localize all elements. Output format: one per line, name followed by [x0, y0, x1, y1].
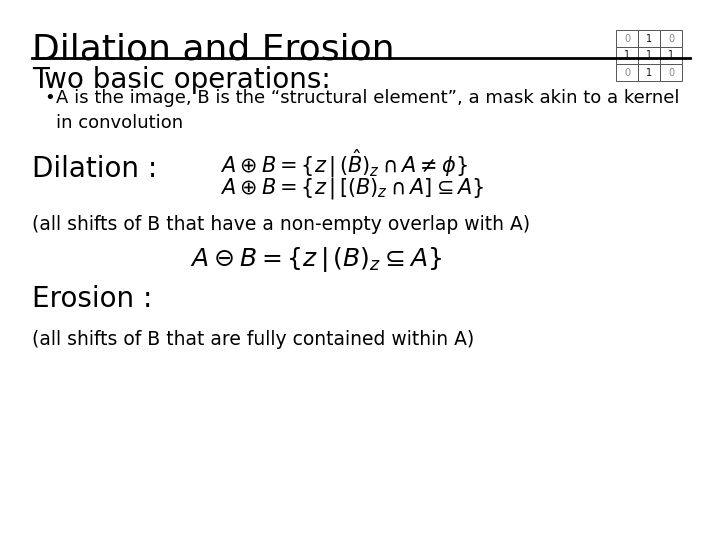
Text: 1: 1	[646, 51, 652, 60]
Text: $A \ominus B = \{z\,|\,(B)_z \subseteq A\}$: $A \ominus B = \{z\,|\,(B)_z \subseteq A…	[190, 245, 442, 274]
Text: Two basic operations:: Two basic operations:	[32, 66, 330, 94]
Text: Dilation and Erosion: Dilation and Erosion	[32, 33, 395, 67]
Text: A is the image, B is the “structural element”, a mask akin to a kernel
in convol: A is the image, B is the “structural ele…	[56, 89, 680, 132]
Bar	[660, 47, 682, 64]
Text: •: •	[44, 89, 55, 107]
Bar	[660, 64, 682, 81]
Bar	[638, 47, 660, 64]
Bar	[660, 30, 682, 47]
Bar	[638, 30, 660, 47]
Text: 0: 0	[668, 68, 674, 78]
Text: 0: 0	[624, 33, 630, 44]
Text: $A \oplus B = \{z\,|\,(\hat{B})_z \cap A \neq \phi\}$: $A \oplus B = \{z\,|\,(\hat{B})_z \cap A…	[220, 147, 468, 180]
Text: 1: 1	[646, 68, 652, 78]
Text: 1: 1	[646, 33, 652, 44]
Bar	[616, 47, 638, 64]
Text: 1: 1	[624, 51, 630, 60]
Text: (all shifts of B that are fully contained within A): (all shifts of B that are fully containe…	[32, 330, 474, 349]
Bar	[638, 64, 660, 81]
Text: (all shifts of B that have a non-empty overlap with A): (all shifts of B that have a non-empty o…	[32, 215, 530, 234]
Bar	[616, 30, 638, 47]
Text: 0: 0	[668, 33, 674, 44]
Text: 1: 1	[668, 51, 674, 60]
Bar	[616, 64, 638, 81]
Text: Erosion :: Erosion :	[32, 285, 153, 313]
Text: Dilation :: Dilation :	[32, 155, 157, 183]
Text: 0: 0	[624, 68, 630, 78]
Text: $A \oplus B = \{z\,|\,[(B)_z \cap A] \subseteq A\}$: $A \oplus B = \{z\,|\,[(B)_z \cap A] \su…	[220, 176, 485, 201]
